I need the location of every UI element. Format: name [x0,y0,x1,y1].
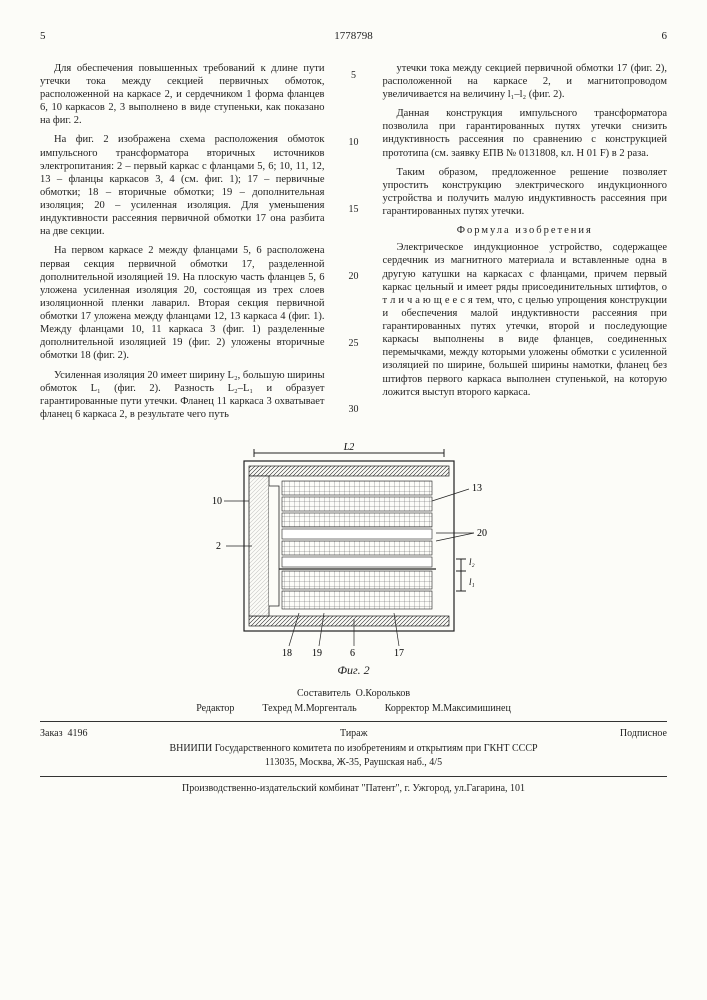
footer-publisher: Производственно-издательский комбинат "П… [40,783,667,796]
left-column: Для обеспечения повышенных требований к … [40,62,325,427]
page-num-left: 5 [40,30,46,44]
line-number: 5 [345,70,363,83]
techred: Техред М.Моргенталь [262,703,356,716]
svg-text:19: 19 [312,648,322,659]
claim-paragraph: Электрическое индукционное устройство, с… [383,241,668,399]
formula-heading: Формула изобретения [383,224,668,237]
paragraph: Данная конструкция импульсного трансформ… [383,107,668,160]
figure-caption: Фиг. 2 [40,663,667,678]
right-column: утечки тока между секцией первичной обмо… [383,62,668,427]
footer-row: Заказ 4196 Тираж Подписное [40,728,667,741]
svg-text:l₁: l₁ [469,577,475,587]
svg-text:2: 2 [216,541,221,552]
line-number: 20 [345,271,363,284]
paragraph: На фиг. 2 изображена схема расположения … [40,133,325,238]
patent-number: 1778798 [334,30,373,44]
svg-text:17: 17 [394,648,404,659]
svg-text:13: 13 [472,483,482,494]
svg-text:10: 10 [212,496,222,507]
footer-address: 113035, Москва, Ж-35, Раушская наб., 4/5 [40,757,667,770]
page-header: 5 1778798 6 [40,30,667,44]
paragraph: На первом каркасе 2 между фланцами 5, 6 … [40,244,325,362]
tirazh: Тираж [340,728,368,741]
line-number-gutter: 5 10 15 20 25 30 [345,62,363,427]
line-number: 30 [345,404,363,417]
compiler: Составитель О.Корольков [297,688,410,701]
divider [40,721,667,722]
svg-text:6: 6 [350,648,355,659]
figure-svg: L2 13 20 [204,441,504,661]
patent-page: 5 1778798 6 Для обеспечения повышенных т… [0,0,707,1000]
subscription: Подписное [620,728,667,741]
paragraph: утечки тока между секцией первичной обмо… [383,62,668,101]
line-number: 25 [345,338,363,351]
svg-text:L2: L2 [342,442,354,453]
paragraph: Таким образом, предложенное решение позв… [383,166,668,219]
page-num-right: 6 [662,30,668,44]
line-number: 15 [345,204,363,217]
svg-text:20: 20 [477,528,487,539]
figure-2: L2 13 20 [40,441,667,678]
line-number: 10 [345,137,363,150]
paragraph: Усиленная изоляция 20 имеет ширину L₂, б… [40,369,325,422]
credits-block: Составитель О.Корольков Редактор Техред … [40,688,667,715]
svg-text:l₂: l₂ [469,557,475,567]
editor-label: Редактор [196,703,234,716]
paragraph: Для обеспечения повышенных требований к … [40,62,325,128]
divider [40,776,667,777]
order-number: Заказ 4196 [40,728,88,741]
corrector: Корректор М.Максимишинец [385,703,511,716]
svg-text:18: 18 [282,648,292,659]
text-columns: Для обеспечения повышенных требований к … [40,62,667,427]
footer-org: ВНИИПИ Государственного комитета по изоб… [40,743,667,756]
